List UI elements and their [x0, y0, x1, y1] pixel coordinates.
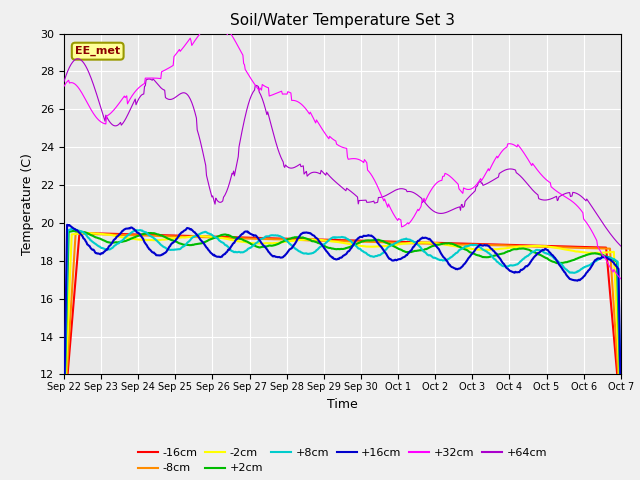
Text: EE_met: EE_met	[75, 46, 120, 56]
Y-axis label: Temperature (C): Temperature (C)	[22, 153, 35, 255]
X-axis label: Time: Time	[327, 397, 358, 410]
Title: Soil/Water Temperature Set 3: Soil/Water Temperature Set 3	[230, 13, 455, 28]
Legend: -16cm, -8cm, -2cm, +2cm, +8cm, +16cm, +32cm, +64cm: -16cm, -8cm, -2cm, +2cm, +8cm, +16cm, +3…	[134, 444, 551, 478]
